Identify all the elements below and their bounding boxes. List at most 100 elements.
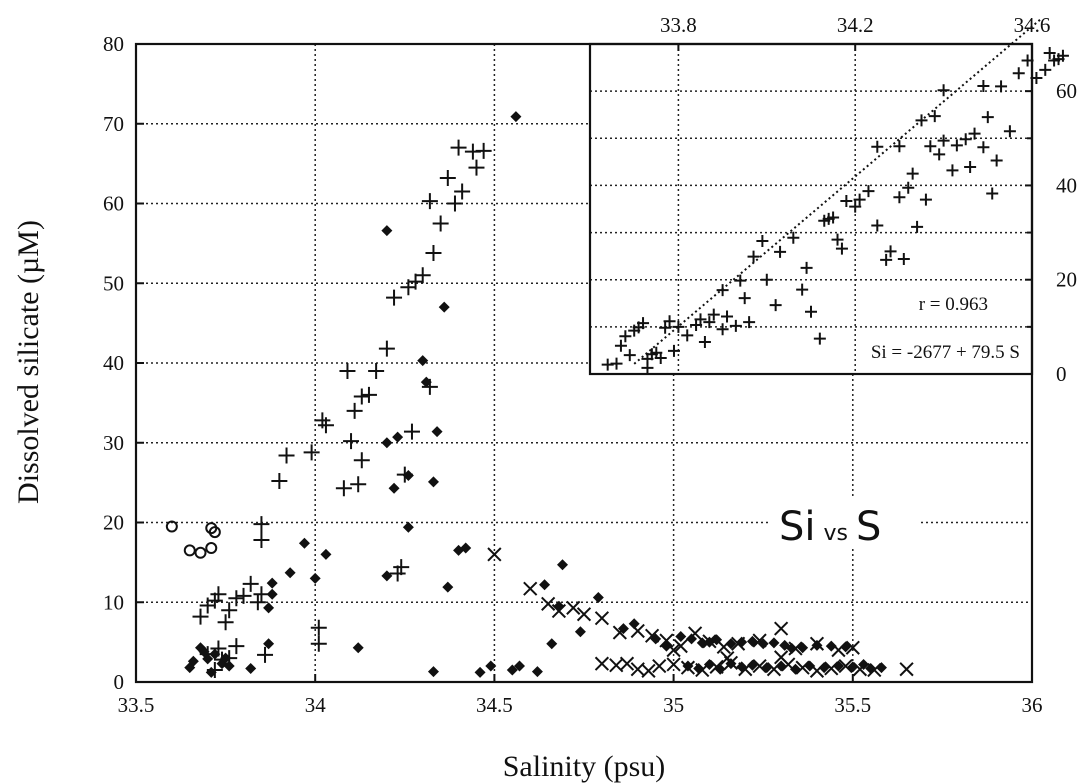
cross-marker xyxy=(809,663,825,678)
inset-axis-ticks: 33.8 34.2 34.6 0 20 40 60 xyxy=(660,13,1077,386)
cross-marker xyxy=(695,662,710,678)
plus-marker xyxy=(217,614,234,631)
plus-marker xyxy=(681,329,694,342)
diamond-marker xyxy=(725,638,737,650)
plus-marker xyxy=(619,330,632,343)
cross-marker xyxy=(709,659,724,674)
cross-marker xyxy=(831,642,846,658)
plus-marker xyxy=(278,447,295,464)
plus-marker xyxy=(637,317,650,330)
diamond-marker xyxy=(574,626,586,638)
x-tick-label: 33.5 xyxy=(118,693,155,717)
y-tick-label: 20 xyxy=(103,511,124,535)
cross-marker xyxy=(774,621,789,636)
plus-marker xyxy=(871,140,884,153)
cross-marker xyxy=(576,607,592,622)
x-axis-title: Salinity (psu) xyxy=(503,750,666,783)
plus-marker xyxy=(667,344,680,357)
cross-marker xyxy=(738,662,753,677)
plus-marker xyxy=(774,245,787,258)
plus-marker xyxy=(414,267,431,284)
plus-marker xyxy=(800,261,813,274)
plus-marker xyxy=(760,273,773,286)
plus-marker xyxy=(249,594,266,611)
diamond-marker xyxy=(420,376,432,388)
y-tick-label: 70 xyxy=(103,112,124,136)
plus-marker xyxy=(389,565,406,582)
plus-marker xyxy=(698,335,711,348)
plus-marker xyxy=(964,161,977,174)
plus-marker xyxy=(990,154,1003,167)
plus-marker xyxy=(986,187,999,200)
circle-marker xyxy=(208,526,221,539)
plus-marker xyxy=(906,167,919,180)
inset-x-tick-label: 33.8 xyxy=(660,13,697,37)
plus-marker xyxy=(614,339,627,352)
plus-marker xyxy=(221,602,238,619)
plus-marker xyxy=(703,316,716,329)
plus-marker xyxy=(995,80,1008,93)
plus-marker xyxy=(253,532,270,549)
plus-marker xyxy=(235,587,252,604)
plus-marker xyxy=(743,316,756,329)
inset-data-points xyxy=(601,46,1069,374)
x-tick-label: 35 xyxy=(663,693,684,717)
diamond-marker xyxy=(320,548,332,560)
plus-marker xyxy=(610,357,623,370)
plus-marker xyxy=(350,476,367,493)
diamond-marker xyxy=(381,570,393,582)
plus-marker xyxy=(339,362,356,379)
diamond-marker xyxy=(546,638,558,650)
cross-marker xyxy=(731,636,746,651)
cross-marker xyxy=(644,628,660,643)
inset-y-tick-label: 60 xyxy=(1056,79,1077,103)
plus-marker xyxy=(663,315,676,328)
cross-marker xyxy=(680,660,696,675)
plus-marker xyxy=(368,362,385,379)
cross-marker xyxy=(566,600,581,615)
diamond-marker xyxy=(263,602,275,614)
diamond-marker xyxy=(392,431,404,443)
diamond-marker xyxy=(675,631,687,643)
plus-marker xyxy=(933,148,946,161)
cross-marker xyxy=(788,641,803,656)
plus-marker xyxy=(310,635,327,652)
cross-marker xyxy=(867,662,882,678)
diamond-marker xyxy=(381,437,393,449)
plus-marker xyxy=(853,193,866,206)
plus-marker xyxy=(475,142,492,159)
plus-marker xyxy=(977,79,990,92)
cross-marker xyxy=(702,634,717,649)
plus-marker xyxy=(271,473,288,490)
y-tick-label: 30 xyxy=(103,431,124,455)
diamond-marker xyxy=(352,642,364,654)
diamond-marker xyxy=(402,469,414,481)
cross-marker xyxy=(641,663,656,678)
inset-fit-line xyxy=(633,18,1042,365)
plus-marker xyxy=(353,388,370,405)
cross-marker xyxy=(487,547,502,562)
cross-marker xyxy=(720,650,735,666)
plus-marker xyxy=(1003,125,1016,138)
y-tick-label: 50 xyxy=(103,271,124,295)
y-tick-label: 80 xyxy=(103,32,124,56)
diamond-marker xyxy=(205,666,217,678)
plus-marker xyxy=(738,292,751,305)
plus-marker xyxy=(253,516,270,533)
diamond-marker xyxy=(682,660,694,672)
diamond-marker xyxy=(266,577,278,589)
y-tick-label: 10 xyxy=(103,590,124,614)
diamond-marker xyxy=(825,640,837,652)
plus-marker xyxy=(310,619,327,636)
annotation-s: S xyxy=(856,504,881,550)
diamond-marker xyxy=(427,666,439,678)
diamond-marker xyxy=(513,660,525,672)
plus-marker xyxy=(343,433,360,450)
diamond-marker xyxy=(309,572,321,584)
plus-marker xyxy=(454,183,471,200)
cross-marker xyxy=(824,661,839,676)
plus-marker xyxy=(242,575,259,592)
diamond-marker xyxy=(686,633,698,645)
plus-marker xyxy=(335,480,352,497)
cross-marker xyxy=(594,611,610,626)
